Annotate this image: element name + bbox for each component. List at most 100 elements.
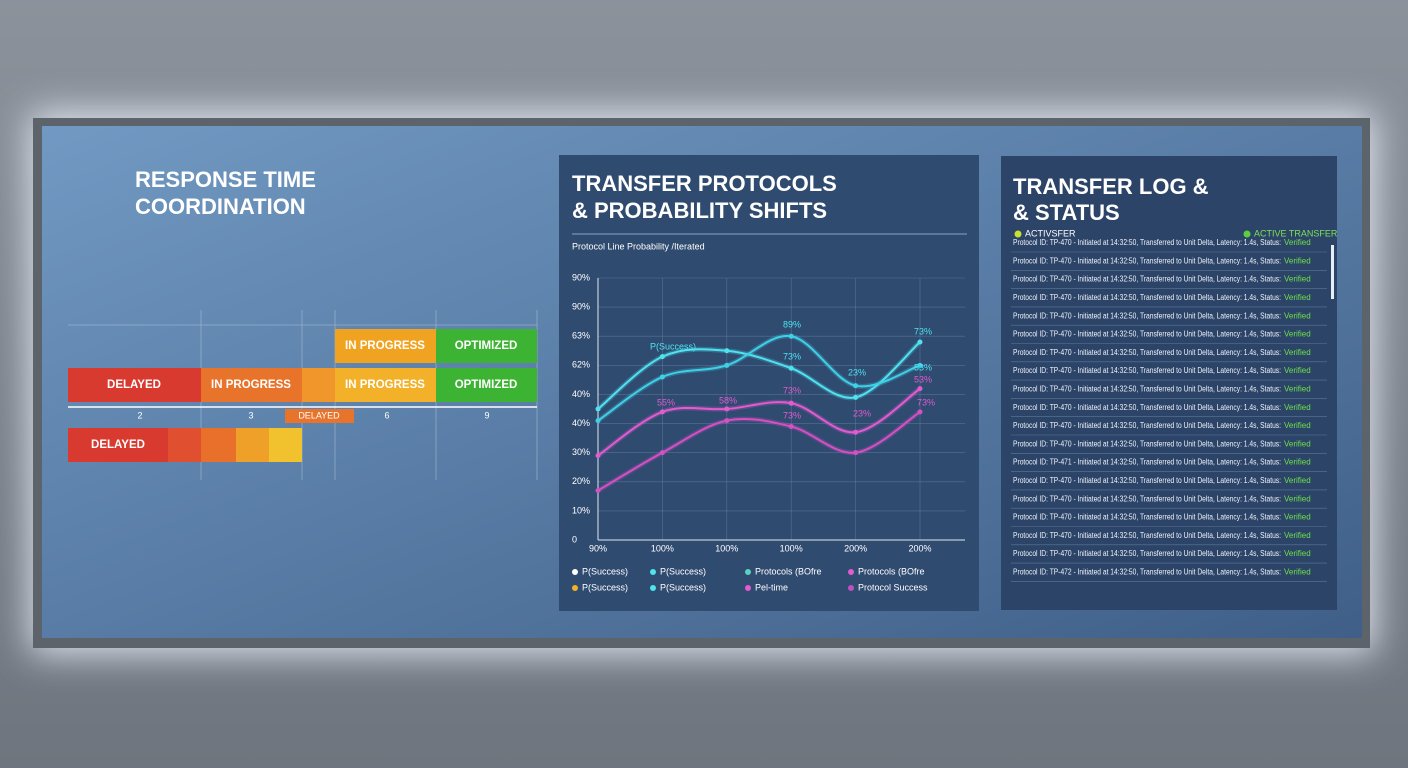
log-text: Protocol ID: TP-470 - Initiated at 14:32… <box>1013 403 1281 412</box>
panel-title: COORDINATION <box>135 194 306 219</box>
x-tick-label: 100% <box>651 543 674 553</box>
log-text: Protocol ID: TP-470 - Initiated at 14:32… <box>1013 275 1281 284</box>
axis-marker <box>285 409 354 423</box>
chart-panel <box>559 155 979 611</box>
legend-swatch <box>848 569 854 575</box>
annotation: 53% <box>914 362 932 372</box>
point <box>659 409 665 415</box>
annotation: 73% <box>914 326 932 336</box>
chart-title: TRANSFER PROTOCOLS <box>572 171 837 196</box>
log-status: Verified <box>1284 549 1311 558</box>
y-tick-label: 63% <box>572 331 590 341</box>
point <box>724 418 730 424</box>
log-status: Verified <box>1284 513 1311 522</box>
legend-swatch <box>745 585 751 591</box>
series-line <box>597 335 921 422</box>
segment <box>168 428 201 462</box>
log-text: Protocol ID: TP-470 - Initiated at 14:32… <box>1013 549 1281 558</box>
log-rows: Protocol ID: TP-470 - Initiated at 14:32… <box>1011 238 1327 582</box>
point <box>853 383 859 389</box>
log-status: Verified <box>1284 293 1311 302</box>
log-text: Protocol ID: TP-470 - Initiated at 14:32… <box>1013 385 1281 394</box>
segment-label: OPTIMIZED <box>455 379 518 391</box>
log-status: Verified <box>1284 256 1311 265</box>
x-tick-label: 90% <box>589 543 607 553</box>
legend-label: Pel-time <box>755 582 788 592</box>
status-dot <box>1014 230 1022 238</box>
segment <box>335 368 436 402</box>
annotation: 73% <box>783 385 801 395</box>
status-right: ACTIVE TRANSFER <box>1254 228 1338 238</box>
point <box>788 400 794 406</box>
annotation: 23% <box>848 367 866 377</box>
log-status: Verified <box>1284 531 1311 540</box>
axis-label: DELAYED <box>298 410 340 420</box>
segment <box>302 368 335 402</box>
legend-label: Protocols (BOfre <box>858 566 925 576</box>
x-tick-label: 100% <box>780 543 803 553</box>
segment-label: DELAYED <box>91 439 145 451</box>
segment <box>269 428 302 462</box>
axis-label: 9 <box>484 410 489 420</box>
series-line <box>597 341 921 410</box>
y-tick-label: 90% <box>572 301 590 311</box>
log-text: Protocol ID: TP-470 - Initiated at 14:32… <box>1013 238 1281 247</box>
axis-label: 2 <box>137 410 142 420</box>
point <box>724 362 730 368</box>
status-dot <box>1243 230 1251 238</box>
legend-label: P(Success) <box>660 566 706 576</box>
segment-label: IN PROGRESS <box>211 379 291 391</box>
point <box>724 348 730 354</box>
log-status: Verified <box>1284 385 1311 394</box>
segment <box>236 428 269 462</box>
segment <box>335 329 436 363</box>
log-title: TRANSFER LOG & <box>1013 174 1209 199</box>
log-text: Protocol ID: TP-470 - Initiated at 14:32… <box>1013 366 1281 375</box>
segment-label: IN PROGRESS <box>345 379 425 391</box>
log-text: Protocol ID: TP-470 - Initiated at 14:32… <box>1013 421 1281 430</box>
y-tick-label: 40% <box>572 389 590 399</box>
log-text: Protocol ID: TP-470 - Initiated at 14:32… <box>1013 439 1281 448</box>
point <box>595 418 601 424</box>
log-text: Protocol ID: TP-470 - Initiated at 14:32… <box>1013 293 1281 302</box>
annotation: 73% <box>783 351 801 361</box>
log-status: Verified <box>1284 439 1311 448</box>
axis-label: 6 <box>384 410 389 420</box>
log-text: Protocol ID: TP-470 - Initiated at 14:32… <box>1013 531 1281 540</box>
point <box>724 406 730 412</box>
segment <box>436 368 537 402</box>
x-tick-label: 200% <box>844 543 867 553</box>
point <box>853 394 859 400</box>
log-panel <box>1001 156 1337 610</box>
legend-swatch <box>848 585 854 591</box>
legend-swatch <box>572 569 578 575</box>
log-status: Verified <box>1284 238 1311 247</box>
x-tick-label: 200% <box>908 543 931 553</box>
point <box>917 386 923 392</box>
status-left: ACTIVSFER <box>1025 228 1076 238</box>
log-text: Protocol ID: TP-470 - Initiated at 14:32… <box>1013 348 1281 357</box>
line-chart: 0 10% 20% 30% 40% 40% 62% 63% 90% 90% 90% 100% 100% 1… <box>572 272 965 592</box>
legend-swatch <box>745 569 751 575</box>
log-status: Verified <box>1284 568 1311 577</box>
y-tick-label: 62% <box>572 360 590 370</box>
annotation: 58% <box>719 395 737 405</box>
y-tick-label: 0 <box>572 534 577 544</box>
y-tick-label: 30% <box>572 447 590 457</box>
segment-label: OPTIMIZED <box>455 340 518 352</box>
series-line <box>597 411 921 492</box>
legend-label: P(Success) <box>582 582 628 592</box>
log-status: Verified <box>1284 458 1311 467</box>
segment <box>68 368 201 402</box>
point <box>853 429 859 435</box>
point <box>917 362 923 368</box>
log-text: Protocol ID: TP-471 - Initiated at 14:32… <box>1013 458 1281 467</box>
legend-swatch <box>572 585 578 591</box>
point <box>853 450 859 456</box>
point <box>595 488 601 494</box>
log-text: Protocol ID: TP-472 - Initiated at 14:32… <box>1013 568 1281 577</box>
y-tick-label: 40% <box>572 418 590 428</box>
annotation: 23% <box>853 408 871 418</box>
point <box>788 333 794 339</box>
